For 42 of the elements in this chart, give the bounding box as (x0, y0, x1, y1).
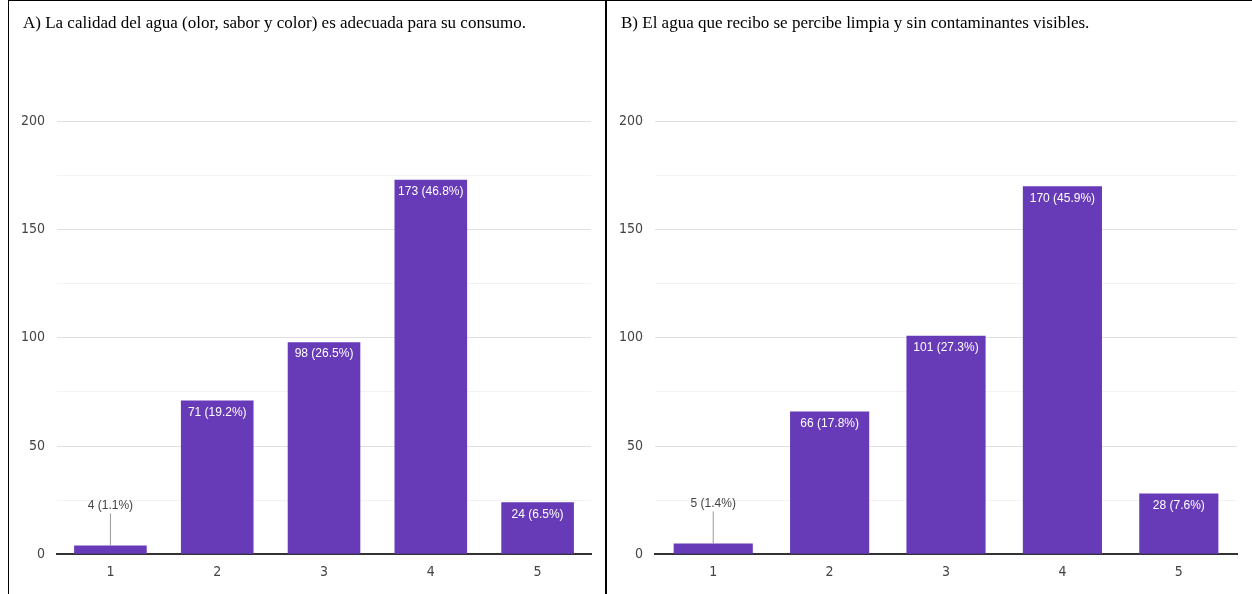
data-label: 24 (6.5%) (511, 506, 564, 521)
y-tick-label: 100 (618, 328, 644, 345)
y-tick-label: 0 (37, 544, 46, 561)
data-label: 71 (19.2%) (187, 404, 247, 419)
bar (790, 411, 870, 554)
x-tick-label: 4 (1058, 563, 1067, 580)
y-tick-label: 150 (618, 220, 644, 237)
data-label: 173 (46.8%) (398, 184, 464, 199)
bar (394, 179, 468, 554)
data-label: 170 (45.9%) (1029, 190, 1096, 205)
y-tick-label: 150 (20, 220, 46, 237)
y-tick-label: 50 (29, 436, 46, 453)
x-tick-label: 4 (426, 563, 435, 580)
y-tick-label: 0 (635, 544, 644, 561)
x-tick-label: 1 (106, 563, 115, 580)
bar (673, 543, 753, 554)
data-label: 66 (17.8%) (800, 415, 859, 430)
bar (906, 335, 986, 554)
x-tick-label: 5 (533, 563, 542, 580)
chart-title: A) La calidad del agua (olor, sabor y color) es adecuada para su consumo. (22, 12, 527, 34)
data-label: 98 (26.5%) (294, 346, 354, 361)
x-tick-label: 5 (1174, 563, 1183, 580)
data-label: 28 (7.6%) (1152, 497, 1205, 512)
data-label: 4 (1.1%) (87, 497, 134, 512)
data-label: 101 (27.3%) (913, 339, 979, 354)
y-tick-label: 200 (618, 112, 644, 129)
bar (501, 502, 574, 554)
x-tick-label: 3 (942, 563, 951, 580)
chart-title: B) El agua que recibo se percibe limpia y sin contaminantes visibles. (620, 12, 1091, 34)
bar (1022, 186, 1102, 554)
x-tick-label: 2 (213, 563, 222, 580)
bar (287, 342, 361, 554)
y-tick-label: 200 (20, 112, 46, 129)
data-label: 5 (1.4%) (690, 495, 736, 510)
y-tick-label: 50 (627, 436, 644, 453)
x-tick-label: 1 (709, 563, 718, 580)
y-tick-label: 100 (20, 328, 46, 345)
x-tick-label: 2 (825, 563, 834, 580)
bar (74, 545, 147, 554)
x-tick-label: 3 (320, 563, 329, 580)
bar (180, 400, 254, 554)
bar (1139, 493, 1219, 554)
